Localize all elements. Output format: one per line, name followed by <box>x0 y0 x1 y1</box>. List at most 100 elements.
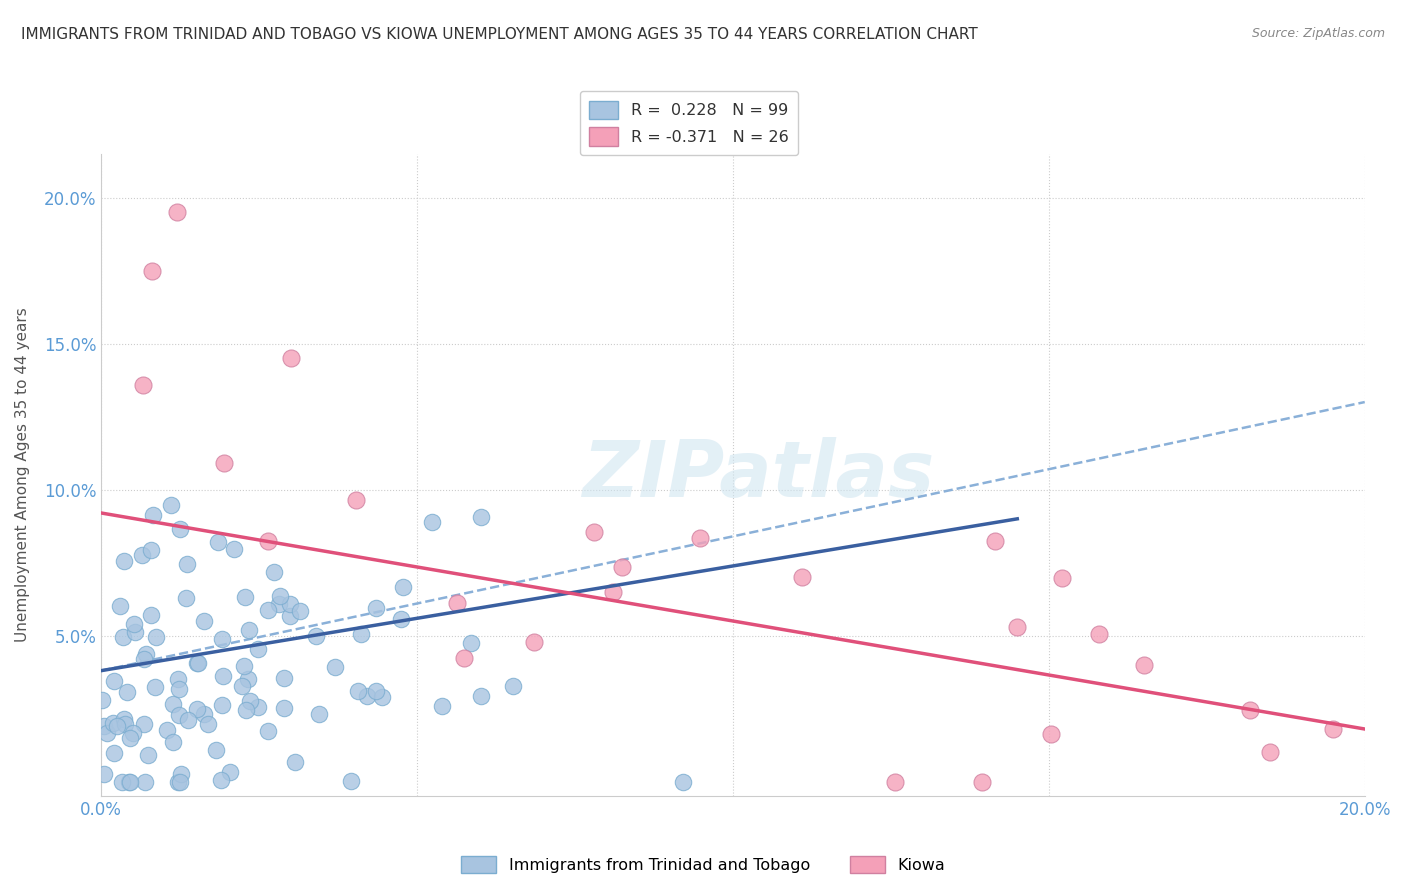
Point <box>972 774 994 789</box>
Legend: R =  0.228   N = 99, R = -0.371   N = 26: R = 0.228 N = 99, R = -0.371 N = 26 <box>579 91 799 155</box>
Point <box>235 703 257 717</box>
Point <box>162 735 184 749</box>
Point <box>209 773 232 788</box>
Point <box>246 699 269 714</box>
Point <box>105 719 128 733</box>
Point <box>211 632 233 647</box>
Point <box>218 764 240 779</box>
Point <box>142 508 165 522</box>
Point <box>122 726 145 740</box>
Point <box>273 701 295 715</box>
Point <box>211 698 233 713</box>
Point <box>1088 627 1111 641</box>
Point <box>101 715 124 730</box>
Text: IMMIGRANTS FROM TRINIDAD AND TOBAGO VS KIOWA UNEMPLOYMENT AMONG AGES 35 TO 44 YE: IMMIGRANTS FROM TRINIDAD AND TOBAGO VS K… <box>21 27 977 42</box>
Point <box>197 717 219 731</box>
Point <box>162 698 184 712</box>
Point <box>156 723 179 737</box>
Point <box>108 599 131 613</box>
Point <box>231 680 253 694</box>
Point <box>212 456 235 470</box>
Point <box>120 774 142 789</box>
Point <box>174 591 197 606</box>
Point <box>346 683 368 698</box>
Point <box>117 685 139 699</box>
Point <box>453 650 475 665</box>
Point <box>114 716 136 731</box>
Legend: Immigrants from Trinidad and Tobago, Kiowa: Immigrants from Trinidad and Tobago, Kio… <box>454 849 952 880</box>
Point <box>984 534 1007 549</box>
Point <box>186 702 208 716</box>
Point <box>103 674 125 689</box>
Point <box>392 580 415 594</box>
Point <box>170 766 193 780</box>
Point <box>120 731 142 746</box>
Point <box>211 668 233 682</box>
Point <box>135 647 157 661</box>
Point <box>1322 722 1344 736</box>
Text: Source: ZipAtlas.com: Source: ZipAtlas.com <box>1251 27 1385 40</box>
Point <box>132 652 155 666</box>
Point <box>93 719 115 733</box>
Point <box>103 746 125 760</box>
Point <box>350 627 373 641</box>
Point <box>273 671 295 685</box>
Point <box>389 612 412 626</box>
Point <box>143 680 166 694</box>
Point <box>460 636 482 650</box>
Point <box>323 660 346 674</box>
Point <box>602 585 624 599</box>
Point <box>169 523 191 537</box>
Point <box>93 766 115 780</box>
Point <box>134 774 156 789</box>
Point <box>136 747 159 762</box>
Point <box>269 590 291 604</box>
Point <box>134 716 156 731</box>
Point <box>193 706 215 721</box>
Point <box>257 533 280 548</box>
Point <box>612 560 634 574</box>
Point <box>790 570 813 584</box>
Point <box>420 515 443 529</box>
Point <box>96 726 118 740</box>
Point <box>177 713 200 727</box>
Point <box>1039 726 1062 740</box>
Point <box>523 635 546 649</box>
Point <box>222 541 245 556</box>
Point <box>238 623 260 637</box>
Point <box>502 679 524 693</box>
Point <box>236 673 259 687</box>
Point <box>131 548 153 562</box>
Point <box>344 493 367 508</box>
Point <box>247 642 270 657</box>
Y-axis label: Unemployment Among Ages 35 to 44 years: Unemployment Among Ages 35 to 44 years <box>15 308 30 642</box>
Point <box>370 690 392 705</box>
Point <box>364 684 387 698</box>
Point <box>204 742 226 756</box>
Point <box>339 773 361 788</box>
Point <box>278 597 301 611</box>
Point <box>672 774 695 789</box>
Point <box>124 625 146 640</box>
Point <box>233 591 256 605</box>
Point <box>305 629 328 643</box>
Point <box>1007 620 1029 634</box>
Point <box>366 600 388 615</box>
Point <box>139 543 162 558</box>
Text: ZIPatlas: ZIPatlas <box>582 437 935 513</box>
Point <box>883 774 905 789</box>
Point <box>256 602 278 616</box>
Point <box>284 755 307 769</box>
Point <box>278 608 301 623</box>
Point <box>124 617 146 632</box>
Point <box>470 689 492 703</box>
Point <box>118 774 141 789</box>
Point <box>167 774 190 789</box>
Point <box>111 630 134 644</box>
Point <box>269 597 291 611</box>
Point <box>470 510 492 524</box>
Point <box>207 535 229 549</box>
Point <box>193 614 215 628</box>
Point <box>280 351 302 366</box>
Point <box>232 658 254 673</box>
